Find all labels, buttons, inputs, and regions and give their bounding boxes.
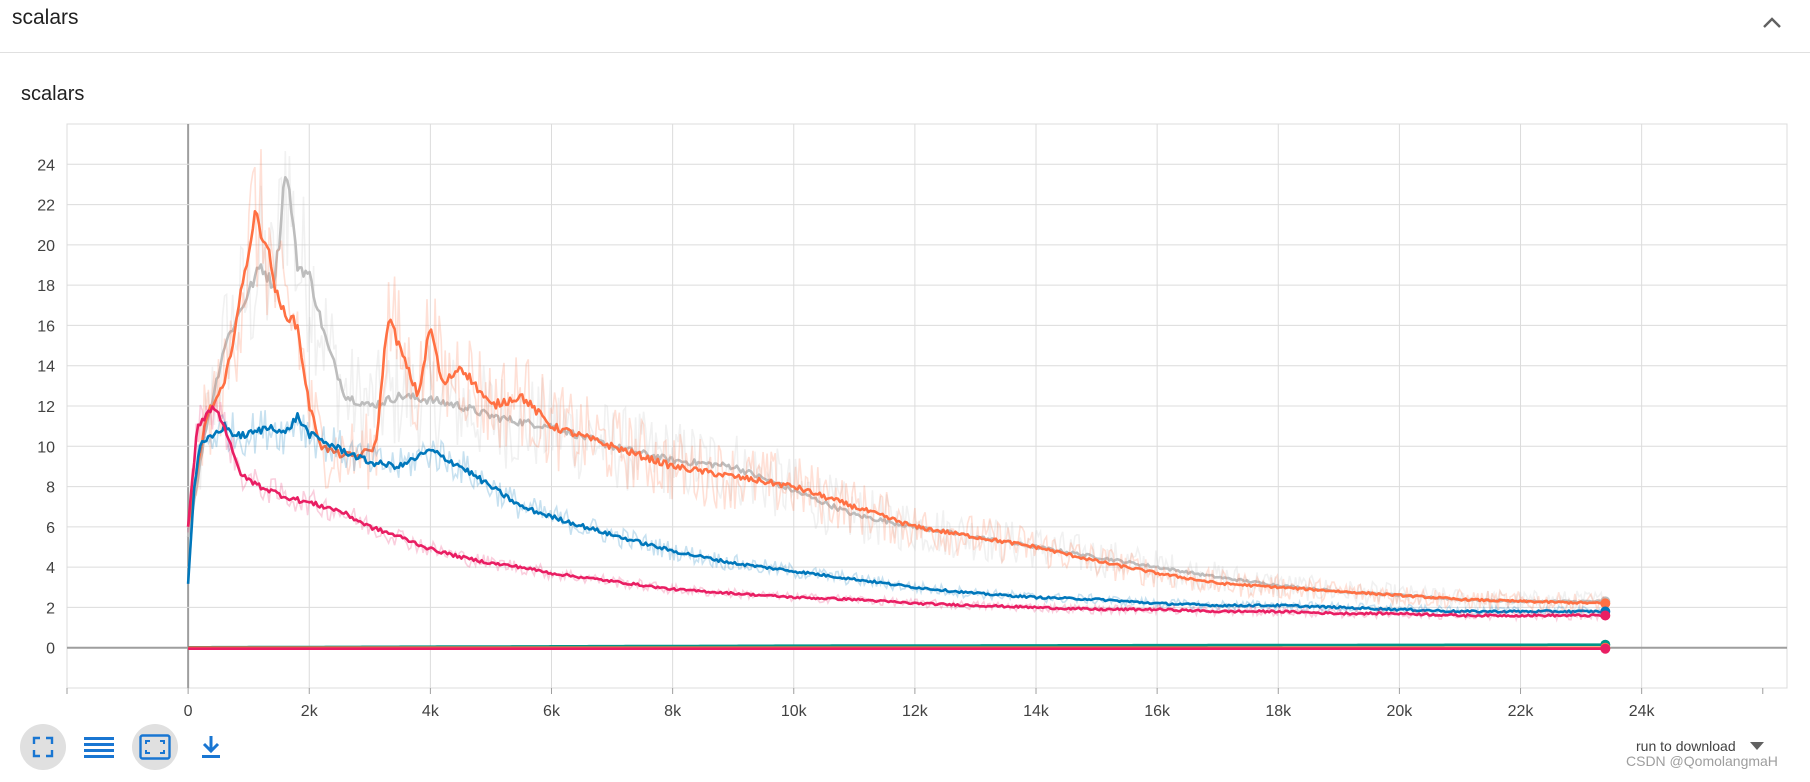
series-end-dot <box>1600 643 1611 654</box>
series-line <box>186 411 1606 614</box>
run-to-download-label: run to download <box>1636 738 1736 754</box>
series-line <box>186 176 1606 604</box>
download-button[interactable] <box>188 724 234 770</box>
chevron-up-icon <box>1763 17 1781 28</box>
raw-series-line <box>187 399 1606 623</box>
x-tick-label: 24k <box>1629 703 1656 720</box>
x-tick-label: 6k <box>543 703 561 720</box>
y-tick-label: 6 <box>46 520 55 537</box>
card-title: scalars <box>21 83 85 105</box>
y-tick-label: 16 <box>37 318 55 335</box>
x-tick-label: 18k <box>1265 703 1292 720</box>
run-to-download-select[interactable]: run to download <box>1636 738 1764 754</box>
x-tick-label: 4k <box>422 703 440 720</box>
series-end-dot <box>1600 610 1611 621</box>
x-tick-label: 16k <box>1144 703 1171 720</box>
fit-domain-button[interactable] <box>132 724 178 770</box>
series-line <box>186 210 1606 605</box>
section-title: scalars <box>12 6 79 29</box>
section-header: scalars <box>0 0 1810 53</box>
raw-series-line <box>187 149 1607 614</box>
list-lines-icon <box>84 737 114 758</box>
raw-series-line <box>187 151 1606 615</box>
x-tick-label: 0 <box>184 703 193 720</box>
y-tick-label: 24 <box>37 157 55 174</box>
toggle-legend-button[interactable] <box>76 724 122 770</box>
series-end-dot <box>1600 598 1611 609</box>
x-tick-label: 14k <box>1023 703 1050 720</box>
fullscreen-button[interactable] <box>20 724 66 770</box>
scalar-chart[interactable]: 0 2k 4k 6k 8k 10k 12k 14k 16k 18k 20k 22k 24k0246810… <box>0 110 1810 720</box>
y-tick-label: 12 <box>37 399 55 416</box>
series-line <box>186 405 1606 618</box>
caret-down-icon <box>1749 742 1764 750</box>
x-tick-label: 2k <box>301 703 319 720</box>
y-tick-label: 20 <box>37 238 55 255</box>
x-tick-label: 8k <box>664 703 682 720</box>
x-tick-label: 12k <box>902 703 929 720</box>
y-tick-label: 2 <box>46 600 55 617</box>
y-tick-label: 8 <box>46 480 55 497</box>
y-tick-label: 14 <box>37 359 55 376</box>
collapse-button[interactable] <box>1758 8 1786 36</box>
x-tick-label: 10k <box>781 703 808 720</box>
x-tick-label: 20k <box>1386 703 1413 720</box>
y-tick-label: 22 <box>37 198 55 215</box>
fit-to-domain-icon <box>139 734 171 760</box>
fullscreen-icon <box>32 736 54 758</box>
y-tick-label: 4 <box>46 560 55 577</box>
y-tick-label: 18 <box>37 278 55 295</box>
watermark: CSDN @QomolangmaH <box>1626 753 1778 769</box>
x-tick-label: 22k <box>1508 703 1535 720</box>
y-tick-label: 10 <box>37 439 55 456</box>
download-icon <box>202 736 220 758</box>
chart-toolbar <box>20 724 234 770</box>
y-tick-label: 0 <box>46 641 55 658</box>
